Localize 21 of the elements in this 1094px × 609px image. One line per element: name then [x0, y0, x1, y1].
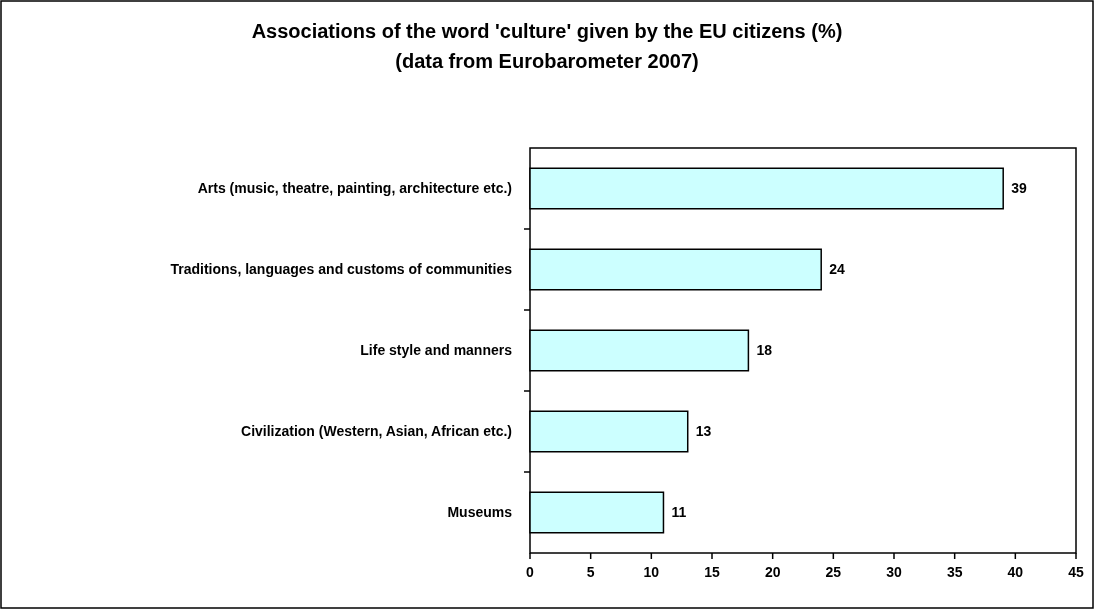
data-label: 39 [1011, 180, 1027, 197]
x-tick-label: 15 [704, 564, 720, 580]
x-tick-label: 40 [1007, 564, 1024, 580]
y-tick-label: Arts (music, theatre, painting, architecture etc.) [197, 180, 512, 197]
y-tick-label: Civilization (Western, Asian, African etc.) [241, 423, 512, 440]
x-tick-label: 45 [1068, 564, 1084, 580]
chart-title: Associations of the word 'culture' given by the EU citizens (%) (data from Eurobarometer 2007) [251, 20, 843, 72]
x-tick-label: 5 [586, 564, 595, 580]
x-tick-label: 0 [526, 564, 535, 580]
data-label: 24 [829, 261, 845, 278]
y-tick-label: Life style and manners [360, 342, 513, 359]
y-tick-label: Traditions, languages and customs of communities [170, 261, 513, 278]
data-label: 11 [671, 504, 687, 521]
x-tick-label: 25 [825, 564, 842, 580]
x-tick-label: 35 [946, 564, 963, 580]
x-tick-label: 20 [764, 564, 781, 580]
data-label: 18 [756, 342, 773, 359]
y-tick-label: Museums [447, 504, 513, 521]
data-label: 13 [695, 423, 712, 440]
x-tick-label: 30 [886, 564, 902, 580]
x-tick-label: 10 [643, 564, 660, 580]
